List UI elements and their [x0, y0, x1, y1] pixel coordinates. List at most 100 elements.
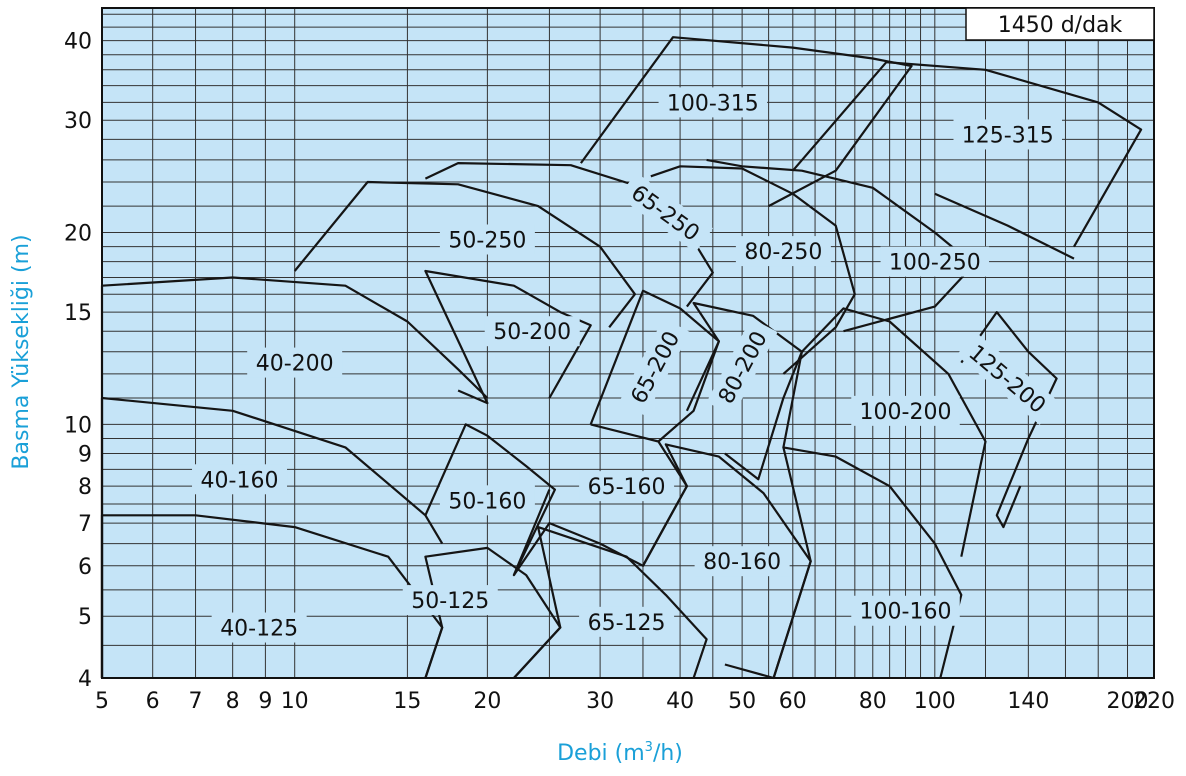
region-label-group-65-160: 65-160: [579, 471, 675, 502]
region-label-bg: [402, 585, 498, 616]
curve-125-315: [791, 61, 1143, 248]
region-label-group-80-250: 80-250: [735, 236, 831, 267]
region-label-100-200: 100-200: [860, 400, 952, 425]
region-label-group-40-160: 40-160: [192, 464, 288, 495]
curve-100-160: [772, 446, 963, 679]
region-label-bg: [880, 246, 990, 277]
x-tick-label: 60: [779, 689, 807, 714]
region-label-50-160: 50-160: [448, 489, 526, 514]
curve-125-250: [934, 192, 1075, 260]
region-label-bg: [694, 546, 790, 577]
curve-50-200: [424, 269, 592, 405]
plot-frame: [101, 7, 1155, 679]
x-tick-label: 20: [473, 689, 501, 714]
y-tick-label: 7: [78, 512, 92, 537]
region-label-group-50-125: 50-125: [402, 585, 498, 616]
x-tick-label: 220: [1133, 689, 1175, 714]
x-axis-title: Debi (m3/h): [557, 740, 683, 766]
region-label-bg: [619, 318, 691, 417]
x-tick-label: 30: [586, 689, 614, 714]
region-label-group-50-160: 50-160: [439, 485, 535, 516]
region-label-bg: [706, 318, 778, 417]
region-label-bg: [247, 347, 343, 378]
region-label-group-50-200: 50-200: [484, 316, 580, 347]
curve-100-250: [706, 158, 975, 333]
x-tick-label: 6: [146, 689, 160, 714]
x-tick-label: 100: [914, 689, 956, 714]
region-label-group-50-250: 50-250: [439, 224, 535, 255]
region-label-group-125-315: 125-315: [953, 119, 1062, 150]
region-label-125-315: 125-315: [962, 123, 1054, 148]
region-label-bg: [192, 464, 288, 495]
region-label-group-100-200: 100-200: [851, 395, 960, 426]
x-tick-label: 200: [1107, 689, 1149, 714]
region-label-group-80-160: 80-160: [694, 546, 790, 577]
region-label-bg: [484, 316, 580, 347]
y-tick-label: 4: [78, 667, 92, 692]
region-label-group-65-125: 65-125: [579, 606, 675, 637]
y-tick-label: 20: [64, 221, 92, 246]
x-tick-label: 15: [393, 689, 421, 714]
y-axis-title: Basma Yüksekliği (m): [9, 234, 34, 469]
region-label-bg: [579, 471, 675, 502]
y-tick-label: 5: [78, 605, 92, 630]
region-label-40-160: 40-160: [201, 468, 279, 493]
region-label-65-160: 65-160: [588, 475, 666, 500]
x-tick-label: 10: [281, 689, 309, 714]
region-label-50-125: 50-125: [411, 589, 489, 614]
region-label-bg: [579, 606, 675, 637]
region-label-bg: [439, 485, 535, 516]
y-tick-label: 10: [64, 413, 92, 438]
region-label-bg: [211, 612, 307, 643]
region-label-bg: [618, 172, 714, 253]
region-label-65-125: 65-125: [588, 611, 666, 636]
region-label-bg: [851, 395, 960, 426]
speed-box: 1450 d/dak: [965, 7, 1155, 41]
y-tick-label: 8: [78, 475, 92, 500]
x-tick-label: 7: [189, 689, 203, 714]
y-tick-labels: 4 5 6 7 8 9 10 15 20 30 40: [64, 30, 92, 692]
x-tick-label: 8: [226, 689, 240, 714]
region-label-40-125: 40-125: [220, 617, 298, 642]
region-label-group-100-315: 100-315: [658, 87, 768, 118]
region-label-100-315: 100-315: [667, 91, 759, 116]
x-tick-label: 50: [728, 689, 756, 714]
speed-label: 1450 d/dak: [998, 13, 1123, 38]
curve-50-250: [293, 180, 636, 328]
region-label-100-160: 100-160: [860, 600, 952, 625]
curve-100-315: [580, 36, 913, 208]
curve-80-200: [685, 301, 803, 481]
region-label-50-250: 50-250: [448, 228, 526, 253]
y-tick-label: 30: [64, 109, 92, 134]
x-tick-label: 40: [666, 689, 694, 714]
region-label-50-200: 50-200: [493, 320, 571, 345]
region-label-80-160: 80-160: [703, 550, 781, 575]
x-tick-label: 5: [95, 689, 109, 714]
region-label-80-250: 80-250: [744, 240, 822, 265]
region-label-bg: [956, 332, 1059, 425]
x-tick-label: 80: [859, 689, 887, 714]
region-label-bg: [735, 236, 831, 267]
x-tick-label: 9: [258, 689, 272, 714]
y-tick-label: 40: [64, 30, 92, 55]
y-tick-label: 9: [78, 443, 92, 468]
curve-65-200: [589, 289, 720, 443]
region-label-40-200: 40-200: [256, 352, 334, 377]
curve-80-250: [650, 165, 856, 375]
region-label-group-100-160: 100-160: [851, 595, 960, 626]
x-tick-label: 140: [1007, 689, 1049, 714]
region-label-bg: [953, 119, 1062, 150]
region-label-bg: [658, 87, 768, 118]
plot-area: [102, 8, 1154, 678]
curve-100-200: [782, 307, 987, 557]
region-label-bg: [851, 595, 960, 626]
region-label-group-40-125: 40-125: [211, 612, 307, 643]
curve-50-160: [424, 423, 556, 576]
region-label-group-100-250: 100-250: [880, 246, 990, 277]
region-label-bg: [439, 224, 535, 255]
region-label-group-40-200: 40-200: [247, 347, 343, 378]
curve-65-160: [512, 423, 688, 577]
y-tick-label: 6: [78, 555, 92, 580]
